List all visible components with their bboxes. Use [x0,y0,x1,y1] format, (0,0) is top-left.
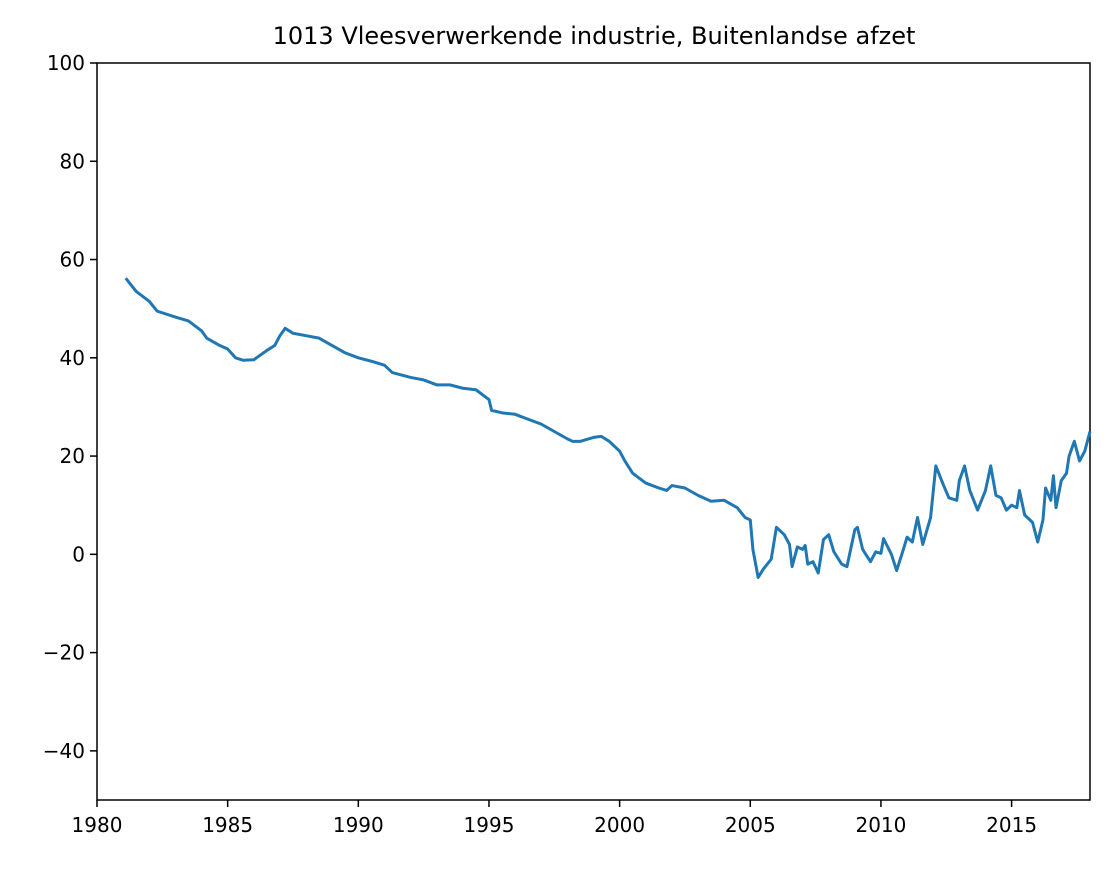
x-tick-label: 2000 [594,813,645,837]
x-tick-label: 2010 [855,813,906,837]
y-tick-label: 80 [60,149,85,173]
y-tick-label: 40 [60,346,85,370]
y-tick-label: 60 [60,248,85,272]
x-tick-label: 2005 [725,813,776,837]
y-tick-label: 20 [60,444,85,468]
y-tick-label: 0 [72,542,85,566]
chart-title: 1013 Vleesverwerkende industrie, Buitenl… [273,22,916,50]
x-tick-label: 1995 [464,813,515,837]
y-tick-label: 100 [47,51,85,75]
x-tick-label: 1985 [202,813,253,837]
x-tick-label: 1980 [72,813,123,837]
y-tick-label: −20 [43,641,85,665]
plot-frame [96,62,1091,801]
x-tick-label: 1990 [333,813,384,837]
line-series [124,277,1092,579]
x-tick-label: 2015 [986,813,1037,837]
y-tick-label: −40 [43,739,85,763]
